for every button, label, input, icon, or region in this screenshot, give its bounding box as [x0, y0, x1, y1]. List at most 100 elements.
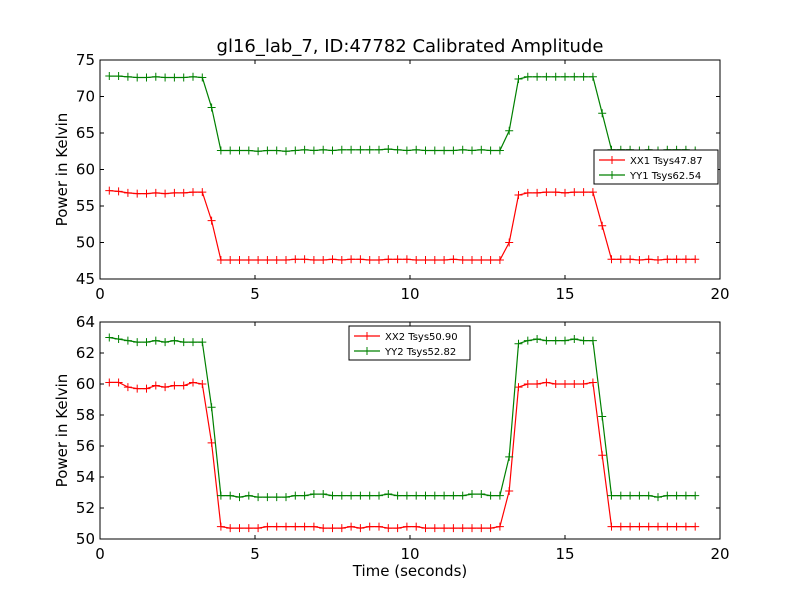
- data-point: [523, 188, 532, 197]
- legend-marker: [363, 347, 371, 355]
- data-point: [495, 256, 504, 265]
- y-tick-label: 75: [76, 51, 95, 69]
- data-point: [105, 72, 114, 81]
- data-point: [561, 380, 569, 388]
- data-point: [551, 188, 560, 197]
- data-point: [161, 383, 170, 392]
- data-point: [468, 146, 476, 155]
- data-point: [105, 333, 114, 342]
- data-point: [179, 338, 188, 347]
- data-point: [179, 188, 188, 197]
- data-point: [626, 522, 635, 531]
- data-point: [375, 256, 383, 265]
- data-point: [133, 189, 142, 198]
- data-point: [449, 524, 458, 533]
- data-point: [142, 73, 151, 82]
- data-point: [123, 188, 132, 197]
- data-point: [468, 490, 476, 499]
- data-point: [365, 491, 374, 500]
- data-point: [375, 522, 383, 531]
- data-point: [505, 238, 514, 247]
- data-point: [337, 524, 346, 533]
- data-point: [375, 145, 383, 154]
- data-point: [216, 522, 225, 531]
- data-point: [663, 491, 672, 500]
- data-point: [189, 338, 197, 347]
- data-point: [514, 74, 523, 83]
- data-point: [486, 524, 495, 533]
- data-point: [440, 491, 449, 500]
- data-point: [607, 255, 616, 264]
- data-point: [635, 256, 644, 265]
- data-point: [207, 403, 216, 412]
- top-subplot: 0 5 10 15 20 45 50 55 60 65 70 75 Power in Kelvin XX1…: [53, 51, 730, 303]
- data-point: [523, 72, 532, 81]
- data-point: [495, 146, 504, 155]
- data-point: [533, 380, 542, 388]
- data-point: [263, 493, 272, 502]
- data-point: [458, 145, 467, 154]
- data-point: [142, 338, 151, 347]
- data-point: [347, 255, 356, 264]
- data-point: [440, 256, 449, 265]
- data-point: [328, 255, 337, 264]
- data-point: [291, 146, 300, 155]
- data-point: [430, 256, 439, 265]
- data-point: [607, 491, 616, 500]
- data-point: [263, 522, 272, 531]
- data-point: [402, 146, 411, 155]
- data-point: [254, 493, 263, 502]
- data-point: [347, 145, 356, 154]
- data-point: [588, 336, 597, 345]
- legend-label: YY2 Tsys52.82: [384, 347, 456, 358]
- data-point: [133, 384, 142, 393]
- data-point: [533, 335, 542, 344]
- data-point: [356, 145, 365, 154]
- data-point: [551, 380, 560, 388]
- data-point: [570, 380, 579, 388]
- y-tick-label: 54: [76, 468, 95, 486]
- data-point: [142, 384, 151, 393]
- data-point: [672, 522, 681, 531]
- y-tick-label: 50: [76, 234, 95, 252]
- data-point: [514, 383, 523, 392]
- data-point: [626, 491, 635, 500]
- data-point: [356, 255, 365, 264]
- data-point: [486, 256, 495, 265]
- data-point: [672, 491, 681, 500]
- data-point: [579, 188, 588, 197]
- chart-title: gl16_lab_7, ID:47782 Calibrated Amplitud…: [217, 36, 604, 57]
- data-point: [402, 491, 411, 500]
- data-point: [356, 524, 365, 533]
- data-point: [226, 524, 235, 533]
- data-point: [393, 255, 402, 264]
- legend-marker: [608, 156, 616, 164]
- data-point: [505, 452, 514, 461]
- data-point: [468, 256, 476, 265]
- data-point: [151, 188, 160, 197]
- data-point: [570, 335, 579, 344]
- data-point: [579, 336, 588, 345]
- data-point: [328, 491, 337, 500]
- data-point: [319, 524, 328, 533]
- data-point: [477, 256, 486, 265]
- data-point: [681, 491, 690, 500]
- data-point: [272, 256, 281, 265]
- data-point: [430, 146, 439, 155]
- data-point: [272, 493, 281, 502]
- data-point: [216, 491, 225, 500]
- x-axis-label: Time (seconds): [352, 562, 468, 580]
- data-point: [468, 524, 476, 533]
- data-point: [319, 145, 328, 154]
- data-point: [235, 256, 244, 265]
- data-point: [654, 493, 662, 502]
- y-tick-label: 65: [76, 124, 95, 142]
- data-point: [505, 126, 514, 135]
- y-tick-label: 58: [76, 406, 95, 424]
- data-point: [170, 188, 179, 197]
- data-point: [300, 491, 309, 500]
- data-point: [505, 486, 514, 495]
- data-point: [207, 438, 216, 447]
- data-point: [189, 378, 197, 387]
